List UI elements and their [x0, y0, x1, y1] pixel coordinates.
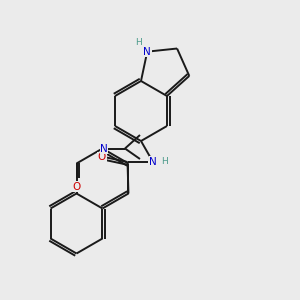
Text: N: N [143, 47, 151, 57]
Text: O: O [98, 152, 106, 163]
Text: H: H [135, 38, 142, 46]
Text: H: H [161, 158, 168, 166]
Text: N: N [149, 157, 157, 167]
Text: O: O [72, 182, 81, 192]
Text: N: N [100, 143, 108, 154]
